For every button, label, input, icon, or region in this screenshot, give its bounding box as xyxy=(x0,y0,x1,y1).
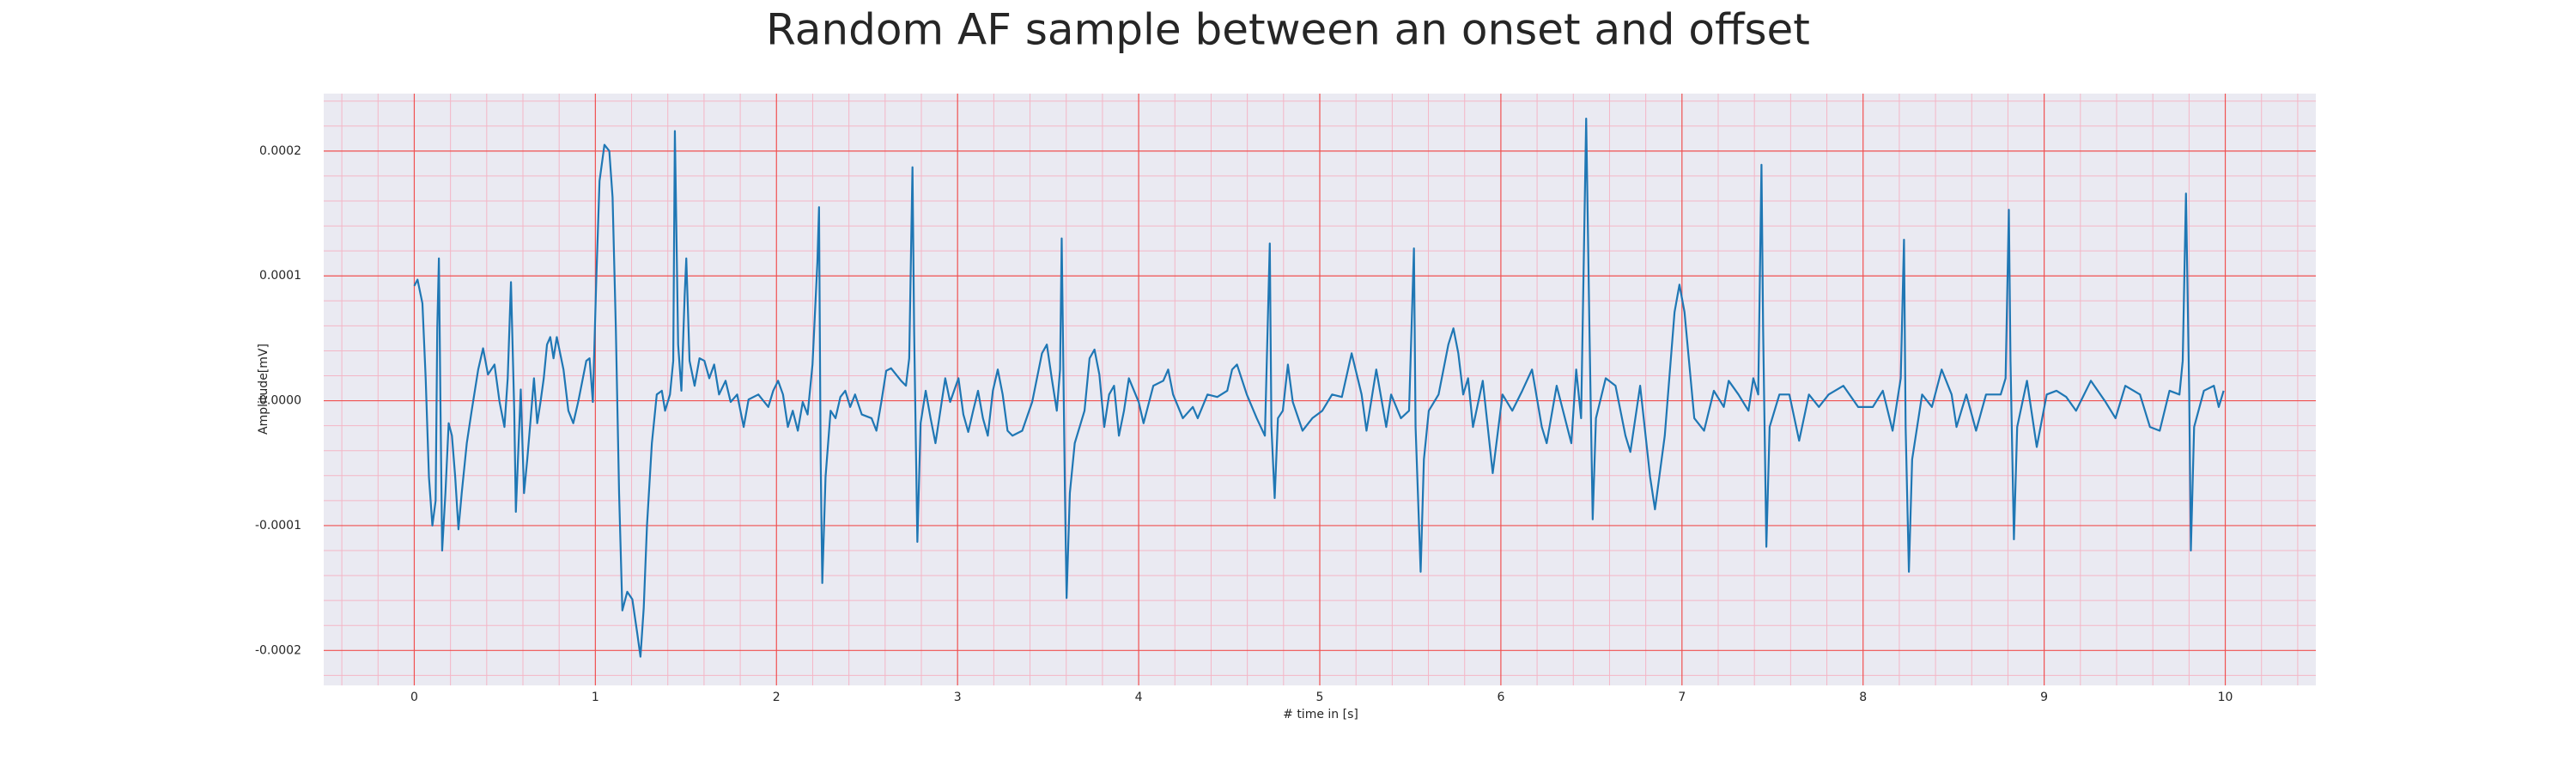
x-tick-label: 2 xyxy=(773,691,781,704)
x-tick-label: 4 xyxy=(1135,691,1143,704)
x-axis-label: # time in [s] xyxy=(1283,708,1358,721)
y-axis-label: Amplitude[mV] xyxy=(257,344,270,435)
y-tick-label: 0.0001 xyxy=(259,269,301,283)
x-tick-label: 7 xyxy=(1678,691,1686,704)
x-tick-label: 9 xyxy=(2040,691,2048,704)
chart-title: Random AF sample between an onset and of… xyxy=(766,5,1810,55)
y-tick-label: 0.0000 xyxy=(259,394,301,408)
x-tick-label: 1 xyxy=(592,691,599,704)
y-tick-label: -0.0002 xyxy=(255,643,301,657)
x-tick-label: 6 xyxy=(1497,691,1504,704)
y-tick-label: -0.0001 xyxy=(255,519,301,533)
y-tick-label: 0.0002 xyxy=(259,144,301,158)
x-tick-label: 3 xyxy=(954,691,962,704)
x-tick-label: 0 xyxy=(410,691,418,704)
x-tick-label: 10 xyxy=(2218,691,2233,704)
data-line xyxy=(413,117,2225,658)
x-tick-label: 5 xyxy=(1316,691,1324,704)
x-tick-label: 8 xyxy=(1859,691,1867,704)
